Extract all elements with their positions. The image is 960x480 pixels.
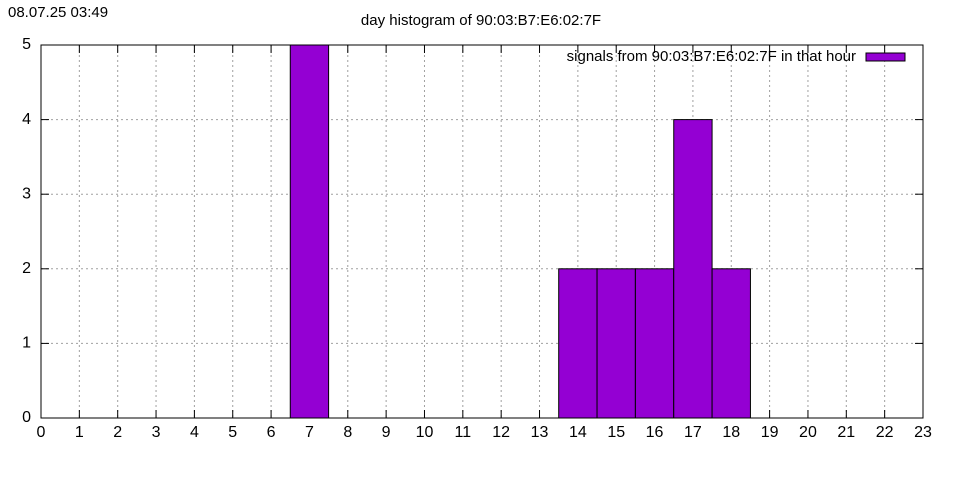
y-tick-label: 0 — [22, 409, 31, 426]
x-tick-label: 17 — [684, 424, 702, 441]
plot-frame — [40, 44, 924, 419]
x-tick-label: 6 — [267, 424, 276, 441]
timestamp: 08.07.25 03:49 — [8, 4, 108, 21]
x-tick-label: 14 — [569, 424, 587, 441]
x-tick-label: 13 — [531, 424, 549, 441]
legend-swatch — [865, 52, 906, 62]
x-tick-label: 15 — [607, 424, 625, 441]
y-tick-label: 5 — [22, 36, 31, 53]
x-tick-label: 19 — [761, 424, 779, 441]
x-tick-label: 16 — [646, 424, 664, 441]
y-tick-label: 4 — [22, 111, 31, 128]
bar — [289, 44, 330, 419]
bar — [634, 268, 675, 419]
y-tick-label: 2 — [22, 260, 31, 277]
x-tick-label: 21 — [837, 424, 855, 441]
x-tick-label: 12 — [492, 424, 510, 441]
bar — [673, 119, 713, 419]
x-tick-label: 9 — [382, 424, 391, 441]
x-tick-label: 10 — [416, 424, 434, 441]
x-tick-label: 2 — [113, 424, 122, 441]
x-tick-label: 8 — [343, 424, 352, 441]
chart-title: day histogram of 90:03:B7:E6:02:7F — [361, 12, 601, 29]
x-tick-label: 3 — [152, 424, 161, 441]
legend-label: signals from 90:03:B7:E6:02:7F in that h… — [567, 48, 856, 65]
x-tick-label: 18 — [722, 424, 740, 441]
y-tick-label: 1 — [22, 335, 31, 352]
y-tick-label: 3 — [22, 185, 31, 202]
x-tick-label: 20 — [799, 424, 817, 441]
x-tick-label: 23 — [914, 424, 932, 441]
x-tick-label: 7 — [305, 424, 314, 441]
bar — [711, 268, 751, 419]
x-tick-label: 22 — [876, 424, 894, 441]
x-tick-label: 11 — [455, 424, 472, 441]
x-tick-label: 4 — [190, 424, 199, 441]
x-tick-label: 1 — [75, 424, 84, 441]
x-tick-label: 5 — [228, 424, 237, 441]
x-tick-label: 0 — [37, 424, 46, 441]
bar — [596, 268, 636, 419]
bar — [558, 268, 598, 419]
